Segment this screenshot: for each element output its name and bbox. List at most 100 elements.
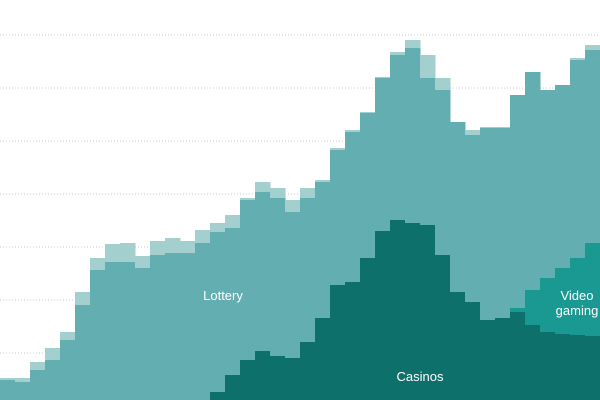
area-step <box>270 198 286 356</box>
area-step <box>210 392 226 400</box>
area-step <box>300 188 316 198</box>
area-step <box>405 223 421 400</box>
area-step <box>495 127 511 128</box>
area-step <box>390 52 406 55</box>
area-step <box>585 336 600 400</box>
area-step <box>405 40 421 48</box>
area-step <box>15 378 31 382</box>
area-step <box>180 253 196 400</box>
area-step <box>360 258 376 400</box>
area-step <box>30 370 46 400</box>
area-step <box>240 198 256 200</box>
area-step <box>540 332 556 400</box>
area-step <box>0 378 16 380</box>
area-step <box>480 127 496 128</box>
area-step <box>270 356 286 400</box>
area-step <box>300 342 316 400</box>
series-label: Casinos <box>396 369 444 384</box>
area-step <box>465 302 481 400</box>
area-step <box>570 60 586 258</box>
area-step <box>585 45 600 50</box>
area-step <box>480 320 496 400</box>
area-step <box>165 253 181 400</box>
area-step <box>495 318 511 400</box>
area-step <box>105 262 121 400</box>
area-step <box>555 268 571 334</box>
area-step <box>510 312 526 400</box>
area-step <box>570 58 586 60</box>
area-step <box>105 244 121 262</box>
area-step <box>60 340 76 400</box>
area-step <box>480 128 496 320</box>
area-step <box>540 90 556 278</box>
area-step <box>210 232 226 392</box>
area-step <box>330 148 346 150</box>
area-step <box>285 212 301 358</box>
area-step <box>75 292 91 305</box>
area-step <box>45 360 61 400</box>
area-step <box>60 332 76 340</box>
area-step <box>450 292 466 400</box>
area-step <box>255 182 271 192</box>
area-step <box>405 48 421 223</box>
area-step <box>240 200 256 360</box>
area-step <box>510 308 526 312</box>
area-step <box>165 238 181 253</box>
area-step <box>225 375 241 400</box>
area-step <box>180 241 196 253</box>
area-step <box>345 132 361 282</box>
area-step <box>510 95 526 308</box>
area-step <box>315 180 331 182</box>
area-step <box>135 256 151 268</box>
area-step <box>585 50 600 243</box>
area-step <box>330 150 346 285</box>
area-step <box>225 228 241 375</box>
area-step <box>255 351 271 400</box>
area-step <box>210 223 226 232</box>
area-step <box>495 128 511 318</box>
area-step <box>120 243 136 262</box>
area-step <box>555 334 571 400</box>
area-step <box>540 278 556 332</box>
area-step <box>345 130 361 132</box>
area-step <box>375 231 391 400</box>
area-step <box>375 78 391 231</box>
area-step <box>45 348 61 360</box>
area-step <box>555 85 571 268</box>
series-label: Video gaming <box>555 288 599 318</box>
area-step <box>360 112 376 113</box>
area-step <box>75 305 91 400</box>
area-step <box>30 362 46 370</box>
area-step <box>135 268 151 400</box>
area-step <box>525 290 541 325</box>
area-step <box>465 135 481 302</box>
area-step <box>435 78 451 90</box>
area-step <box>585 243 600 336</box>
area-step <box>150 241 166 255</box>
area-step <box>90 270 106 400</box>
area-step <box>15 382 31 400</box>
area-step <box>420 78 436 225</box>
area-step <box>315 182 331 318</box>
area-step <box>225 215 241 228</box>
area-step <box>435 90 451 255</box>
area-step <box>255 192 271 351</box>
area-step <box>435 255 451 400</box>
area-step <box>330 285 346 400</box>
area-step <box>420 225 436 400</box>
area-step <box>90 258 106 270</box>
area-step <box>390 220 406 400</box>
area-step <box>570 258 586 335</box>
area-step <box>450 122 466 292</box>
area-step <box>285 358 301 400</box>
area-step <box>270 188 286 198</box>
series-label: Lottery <box>203 288 243 303</box>
area-step <box>315 318 331 400</box>
area-step <box>300 198 316 342</box>
area-step <box>525 325 541 400</box>
area-step <box>465 130 481 135</box>
area-step <box>525 72 541 290</box>
area-step <box>120 262 136 400</box>
